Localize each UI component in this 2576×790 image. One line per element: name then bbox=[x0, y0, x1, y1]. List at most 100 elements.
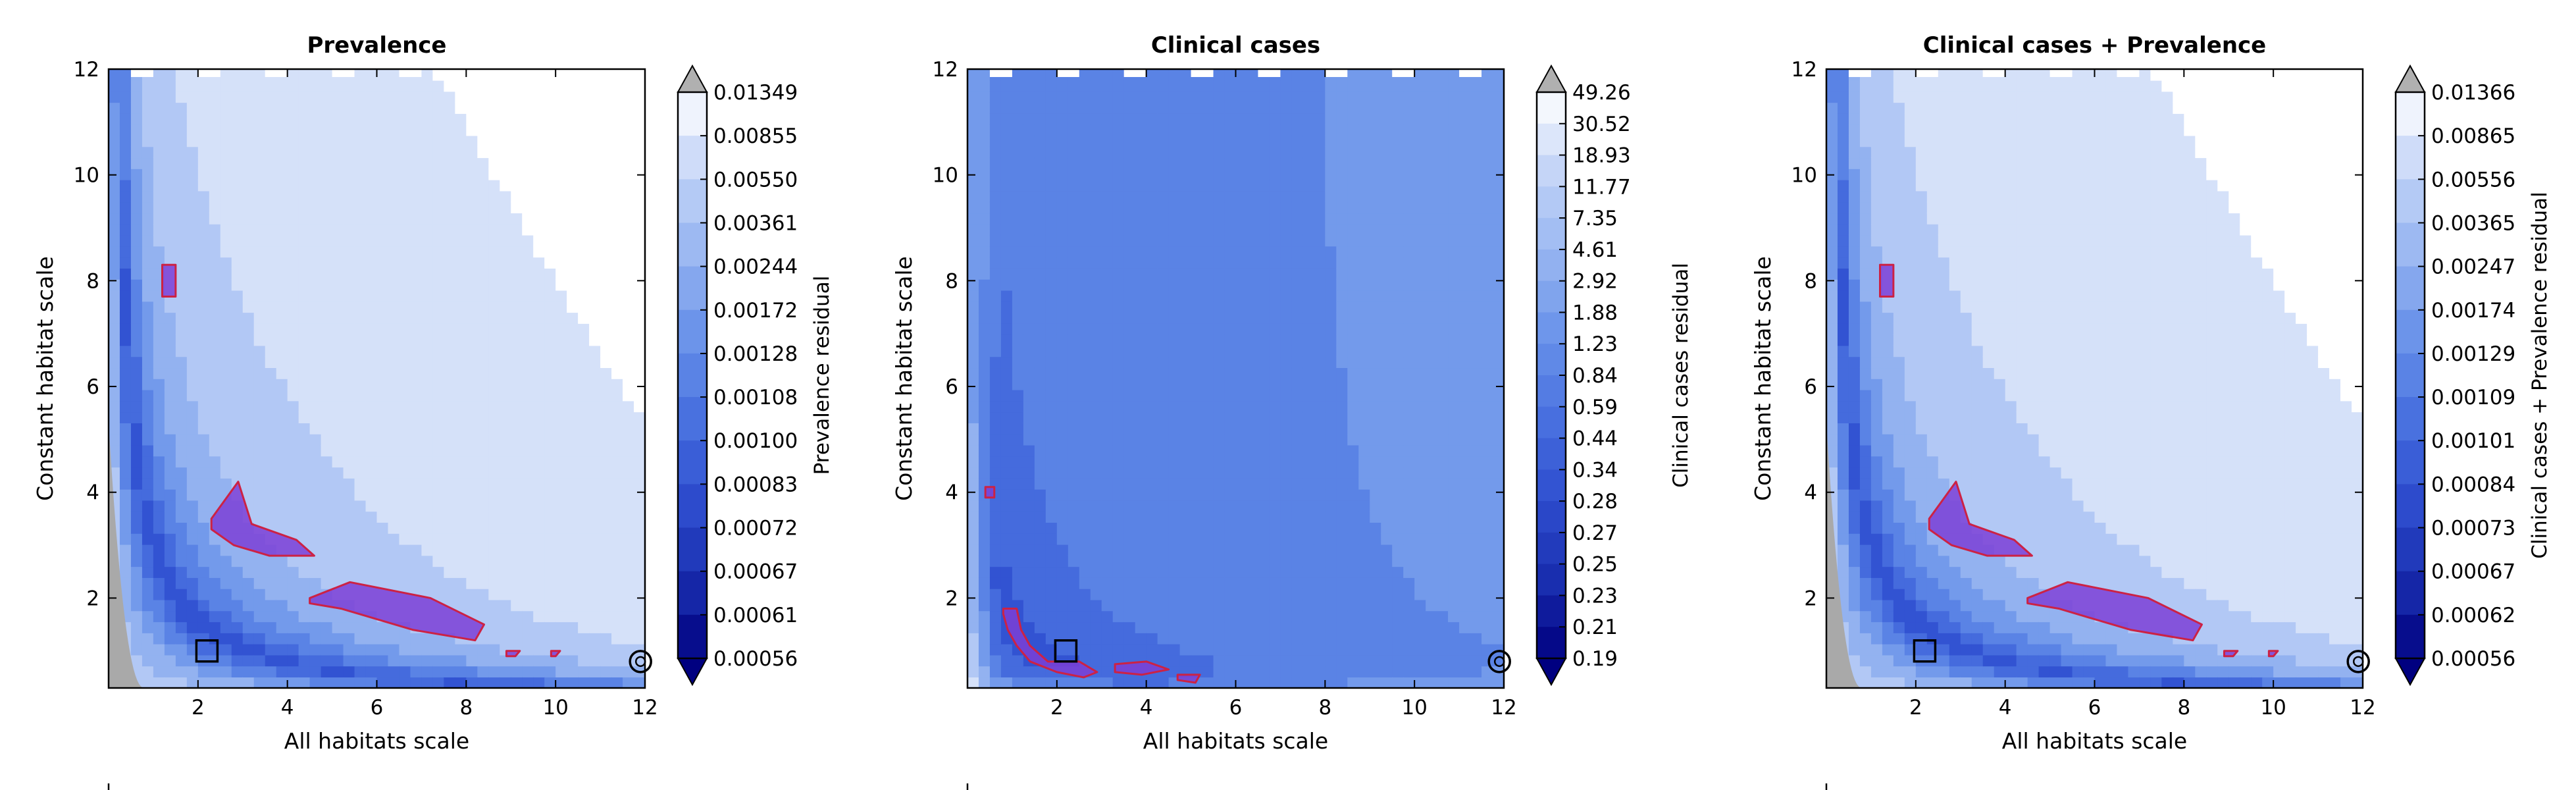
highlight-region-2 bbox=[1002, 607, 1098, 679]
colorbar-tick-label: 0.00108 bbox=[713, 386, 798, 409]
colorbar-segment bbox=[678, 440, 707, 485]
colorbar-segment bbox=[1537, 375, 1566, 408]
y-tick-label: 8 bbox=[1804, 269, 1817, 293]
y-axis-label: Constant habitat scale bbox=[32, 256, 58, 501]
colorbar-segment bbox=[1537, 627, 1566, 659]
colorbar-segment bbox=[678, 92, 707, 136]
colorbar-tick-label: 49.26 bbox=[1572, 81, 1631, 105]
colorbar-segment bbox=[1537, 218, 1566, 250]
x-tick-label: 6 bbox=[371, 696, 384, 720]
colorbar-tick-label: 0.00556 bbox=[2431, 168, 2515, 192]
colorbar-segment bbox=[1537, 438, 1566, 470]
colorbar: 0.01349 0.00855 0.00550 0.00361 0.00244 0.001… bbox=[677, 64, 834, 687]
colorbar-tick-label: 0.28 bbox=[1572, 490, 1618, 514]
colorbar-tick-label: 0.01349 bbox=[713, 81, 798, 105]
x-tick-label: 10 bbox=[1401, 696, 1427, 720]
colorbar-segment bbox=[2396, 571, 2425, 616]
x-tick-label: 12 bbox=[1491, 696, 1516, 720]
highlight-region-2 bbox=[210, 481, 315, 557]
colorbar-tick-label: 0.23 bbox=[1572, 584, 1618, 608]
colorbar-tick-label: 7.35 bbox=[1572, 207, 1618, 230]
colorbar-segment bbox=[2396, 223, 2425, 267]
heatmap-field bbox=[967, 69, 1504, 688]
chart-title: Prevalence bbox=[307, 32, 447, 59]
colorbar-tick-label: 0.00084 bbox=[2431, 473, 2515, 496]
colorbar-tick-label: 0.00067 bbox=[713, 560, 798, 584]
masked-region bbox=[109, 423, 145, 688]
colorbar-extend-min bbox=[1535, 658, 1567, 687]
highlight-region-3 bbox=[1114, 660, 1170, 676]
colorbar-frame bbox=[2394, 91, 2426, 660]
colorbar-tick-label: 0.44 bbox=[1572, 427, 1618, 451]
y-axis-label: Constant habitat scale bbox=[891, 256, 917, 501]
chart-title: Clinical cases bbox=[1151, 32, 1320, 59]
colorbar-segment bbox=[678, 571, 707, 616]
x-tick-label: 4 bbox=[1140, 696, 1153, 720]
colorbar-tick-label: 0.01366 bbox=[2431, 81, 2515, 105]
colorbar-segment bbox=[1537, 249, 1566, 282]
colorbar-segment bbox=[1537, 532, 1566, 565]
x-tick-label: 10 bbox=[542, 696, 568, 720]
colorbar-tick-label: 0.00172 bbox=[713, 299, 798, 323]
colorbar-tick-label: 0.00128 bbox=[713, 342, 798, 366]
x-axis-label: All habitats scale bbox=[284, 728, 469, 754]
colorbar-tick-label: 0.00109 bbox=[2431, 386, 2515, 409]
colorbar-segment bbox=[1537, 155, 1566, 187]
colorbar-tick-label: 0.21 bbox=[1572, 616, 1618, 639]
y-tick-label: 4 bbox=[945, 481, 958, 505]
x-tick-label: 10 bbox=[2260, 696, 2286, 720]
colorbar-segment bbox=[1537, 344, 1566, 376]
colorbar: 49.26 30.52 18.93 11.77 7.35 4.61 2.92 1.88 1.23… bbox=[1535, 64, 1693, 687]
x-tick-label: 4 bbox=[281, 696, 294, 720]
x-tick-label: 6 bbox=[2088, 696, 2101, 720]
colorbar-tick-label: 0.00100 bbox=[713, 429, 798, 453]
y-tick-label: 4 bbox=[1804, 481, 1817, 505]
highlight-region-2 bbox=[1928, 481, 2033, 557]
colorbar-segment bbox=[678, 353, 707, 398]
colorbar-segment bbox=[678, 484, 707, 529]
masked-region bbox=[1826, 423, 1863, 688]
colorbar-tick-label: 2.92 bbox=[1572, 270, 1618, 294]
colorbar-tick-label: 0.00083 bbox=[713, 473, 798, 496]
chart-title: Clinical cases + Prevalence bbox=[1923, 32, 2267, 59]
y-axis-label: Constant habitat scale bbox=[1750, 256, 1776, 501]
x-tick-label: 8 bbox=[459, 696, 473, 720]
colorbar-segment bbox=[678, 309, 707, 354]
highlight-region-1 bbox=[1879, 263, 1895, 298]
colorbar-extend-max bbox=[2394, 64, 2426, 93]
colorbar-tick-label: 0.84 bbox=[1572, 364, 1618, 388]
highlight-region-4 bbox=[505, 650, 521, 658]
colorbar-extend-max bbox=[1535, 64, 1567, 93]
colorbar-segment bbox=[2396, 484, 2425, 529]
y-tick-label: 6 bbox=[86, 375, 99, 399]
colorbar-tick-label: 0.00061 bbox=[713, 604, 798, 627]
colorbar-tick-label: 0.00056 bbox=[2431, 647, 2515, 671]
colorbar-segment bbox=[2396, 614, 2425, 659]
colorbar-frame bbox=[677, 91, 708, 660]
colorbar-tick-label: 18.93 bbox=[1572, 144, 1631, 168]
colorbar-segment bbox=[2396, 353, 2425, 398]
x-tick-label: 12 bbox=[2350, 696, 2375, 720]
y-tick-label: 8 bbox=[86, 269, 99, 293]
y-tick-label: 4 bbox=[86, 481, 99, 505]
highlight-region-5 bbox=[2267, 650, 2279, 658]
y-tick-label: 12 bbox=[1791, 58, 1817, 82]
colorbar-segment bbox=[2396, 136, 2425, 180]
colorbar-segment bbox=[2396, 527, 2425, 572]
colorbar: 0.01366 0.00865 0.00556 0.00365 0.00247 0.001… bbox=[2394, 64, 2552, 687]
x-tick-label: 8 bbox=[1318, 696, 1331, 720]
colorbar-tick-label: 0.34 bbox=[1572, 458, 1618, 482]
highlight-region-5 bbox=[550, 650, 561, 658]
colorbar-tick-label: 0.00865 bbox=[2431, 124, 2515, 148]
colorbar-segment bbox=[1537, 469, 1566, 502]
x-tick-label: 2 bbox=[1050, 696, 1064, 720]
colorbar-segment bbox=[2396, 440, 2425, 485]
colorbar-tick-label: 0.00062 bbox=[2431, 604, 2515, 627]
square-marker bbox=[1054, 639, 1078, 663]
colorbar-segment bbox=[678, 179, 707, 224]
x-tick-label: 8 bbox=[2177, 696, 2190, 720]
colorbar-tick-label: 0.25 bbox=[1572, 553, 1618, 577]
circle-marker bbox=[629, 650, 652, 673]
colorbar-tick-label: 1.88 bbox=[1572, 301, 1618, 325]
